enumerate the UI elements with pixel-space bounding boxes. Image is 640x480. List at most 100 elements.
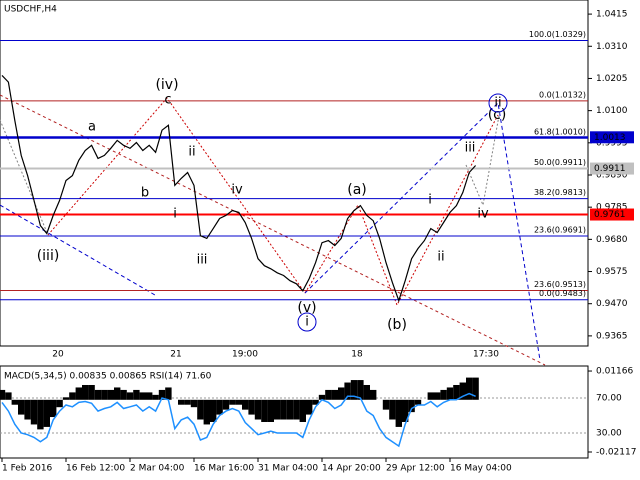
- macd-bar: [299, 399, 306, 422]
- macd-bar: [325, 389, 332, 400]
- macd-bar: [43, 399, 50, 427]
- main-panel: [0, 0, 589, 347]
- macd-bar: [459, 382, 466, 400]
- indicator-title: MACD(5,34,5) 0.00835 0.00865 RSI(14) 71.…: [4, 372, 212, 382]
- macd-bar: [408, 399, 415, 413]
- macd-bar: [56, 399, 63, 408]
- macd-bar: [126, 392, 134, 400]
- macd-bar: [395, 399, 402, 427]
- macd-bar: [94, 389, 102, 400]
- macd-bar: [62, 397, 70, 400]
- x-tick-label: 14 Apr 20:00: [322, 464, 381, 474]
- x-tick-label: 29 Apr 12:00: [386, 464, 445, 474]
- wave-label: c: [164, 93, 171, 108]
- macd-bar: [280, 399, 287, 420]
- macd-bar: [30, 399, 38, 425]
- wave-label: i: [428, 193, 432, 208]
- macd-bar: [446, 387, 454, 400]
- period-marker: 20: [52, 350, 64, 360]
- y-tick-label: 1.0415: [596, 10, 628, 20]
- wave-label: i: [173, 207, 177, 222]
- wave-label: iii: [465, 141, 476, 156]
- x-tick-label: 1 Feb 2016: [2, 464, 53, 474]
- y-tick-label: 0.9680: [596, 235, 628, 245]
- wave-line: [47, 97, 306, 294]
- macd-bar: [453, 384, 460, 400]
- macd-bar: [165, 387, 172, 400]
- macd-bar: [82, 384, 89, 400]
- macd-bar: [75, 387, 82, 400]
- y-tick-label: 0.9785: [596, 203, 628, 213]
- macd-bar: [338, 387, 345, 400]
- x-tick-label: 16 May 04:00: [450, 464, 512, 474]
- fib-label: 23.6(0.9513): [534, 280, 586, 289]
- price-tag-label: 0.9911: [594, 164, 626, 174]
- y2-tick-label: 30.00: [596, 428, 622, 438]
- x-tick-label: 16 Mar 16:00: [194, 464, 254, 474]
- period-marker: 21: [170, 350, 181, 360]
- macd-bar: [254, 399, 262, 420]
- macd-bar: [229, 399, 236, 405]
- wave-label: ii: [437, 250, 444, 265]
- macd-bar: [242, 399, 249, 410]
- macd-bar: [24, 399, 31, 420]
- macd-bar: [382, 399, 390, 410]
- wave-circle: [297, 312, 317, 332]
- macd-bar: [0, 389, 6, 400]
- wave-label: b: [141, 186, 149, 201]
- y-tick-label: 0.9575: [596, 267, 628, 277]
- macd-bar: [120, 389, 127, 400]
- macd-bar: [197, 399, 204, 420]
- y-tick-label: 0.9365: [596, 331, 628, 341]
- macd-bar: [184, 399, 191, 405]
- x-tick-label: 2 Mar 04:00: [130, 464, 185, 474]
- period-marker: 19:00: [232, 350, 258, 360]
- fib-label: 61.8(1.0010): [534, 128, 586, 137]
- macd-bar: [434, 392, 441, 400]
- macd-bar: [466, 377, 473, 400]
- trend-line: [0, 94, 546, 366]
- wave-line: [465, 109, 501, 207]
- period-marker: 17:30: [473, 350, 499, 360]
- price-tag-label: 0.9761: [594, 210, 626, 220]
- y-tick-label: 1.0310: [596, 42, 628, 52]
- macd-bar: [178, 399, 185, 405]
- macd-bar: [139, 392, 146, 400]
- fib-label: 0.0(0.9483): [539, 289, 586, 298]
- macd-bar: [190, 399, 198, 408]
- macd-bar: [472, 377, 479, 400]
- macd-bar: [370, 389, 377, 400]
- indicator-panel: [0, 365, 589, 459]
- wave-label: (iii): [37, 248, 60, 264]
- y-tick-label: 1.0205: [596, 74, 628, 84]
- fib-label: 100.0(1.0329): [529, 30, 586, 39]
- wave-line: [0, 119, 49, 236]
- wave-label: a: [88, 120, 96, 135]
- macd-bar: [267, 399, 274, 422]
- chart-title: USDCHF,H4: [4, 5, 57, 15]
- macd-bar: [318, 394, 326, 400]
- macd-bar: [344, 382, 351, 400]
- macd-bar: [286, 399, 294, 420]
- fib-label: 0.0(1.0132): [539, 90, 586, 99]
- macd-bar: [37, 399, 44, 430]
- macd-bar: [107, 389, 114, 400]
- x-tick-label: 16 Feb 12:00: [66, 464, 125, 474]
- price-tag-label: 1.0013: [594, 133, 626, 143]
- macd-bar: [248, 399, 255, 415]
- y-tick-label: 0.01166: [596, 367, 633, 377]
- macd-bar: [306, 399, 313, 415]
- macd-bar: [293, 399, 300, 420]
- y-tick-label: -0.02117: [596, 448, 636, 458]
- macd-bar: [114, 387, 121, 400]
- wave-line: [304, 114, 499, 307]
- y-tick-label: 0.9890: [596, 170, 628, 180]
- y-tick-label: 1.0100: [596, 106, 628, 116]
- macd-bar: [274, 399, 281, 420]
- macd-bar: [312, 399, 319, 405]
- wave-label: (b): [387, 317, 407, 333]
- wave-label: (v): [297, 300, 316, 316]
- wave-line: [304, 101, 541, 361]
- wave-lines: [0, 94, 546, 366]
- rsi-line: [1, 392, 476, 448]
